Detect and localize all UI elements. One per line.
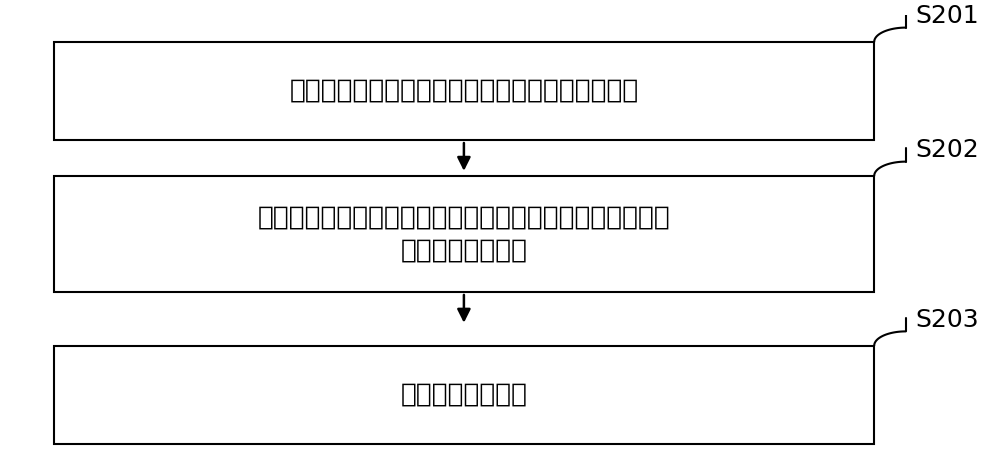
Text: S201: S201 [915, 5, 979, 28]
Text: S203: S203 [915, 308, 979, 332]
Bar [54, 42, 874, 140]
Text: 建立沉积正演模型: 建立沉积正演模型 [400, 382, 527, 408]
Text: S202: S202 [915, 138, 979, 163]
Bar [54, 346, 874, 444]
Bar [54, 176, 874, 292]
Text: 结合沉积模拟结果、沉积数据，得到研究区地层的岩性特征: 结合沉积模拟结果、沉积数据，得到研究区地层的岩性特征 [258, 204, 670, 230]
Text: 以及地貌沉积特征: 以及地貌沉积特征 [400, 238, 527, 264]
Text: 获取沉积模拟结果以及所述研究区地层的沉积数据: 获取沉积模拟结果以及所述研究区地层的沉积数据 [289, 78, 639, 104]
